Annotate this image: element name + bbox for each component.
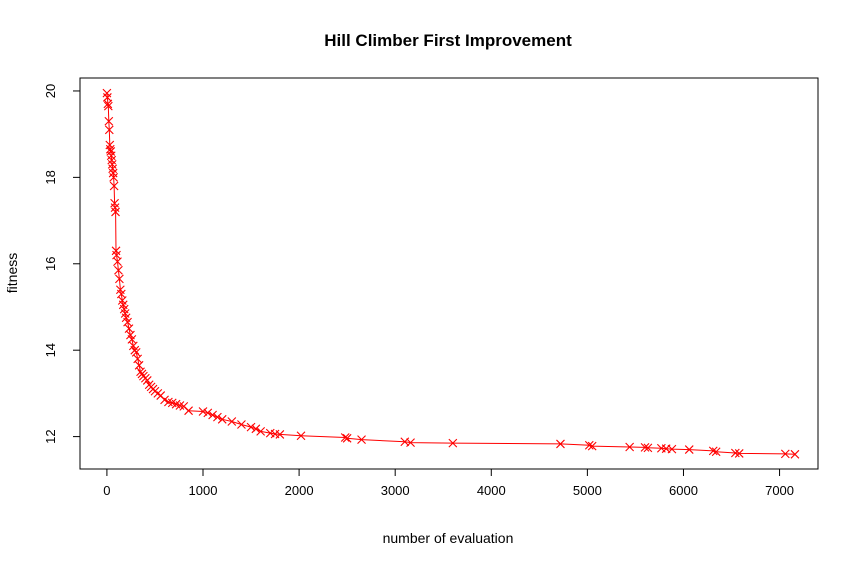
data-point-marker	[584, 440, 594, 450]
data-point-marker	[109, 172, 119, 182]
x-axis: 0 1000 2000 3000 4000 5000 6000 7000	[103, 468, 794, 498]
x-tick-label: 7000	[765, 483, 794, 498]
y-axis-label: fitness	[4, 253, 20, 293]
data-point-marker	[217, 414, 227, 424]
y-tick-label: 16	[43, 257, 58, 271]
data-point-marker	[113, 257, 122, 267]
data-point-marker	[246, 422, 256, 432]
data-point-marker	[734, 449, 744, 458]
x-tick-label: 0	[103, 483, 110, 498]
data-point-marker	[406, 438, 415, 448]
data-point-marker	[780, 449, 790, 459]
data-point-marker	[184, 406, 193, 416]
data-point-marker	[340, 433, 350, 442]
series-line	[106, 93, 795, 455]
x-tick-label: 2000	[285, 483, 314, 498]
data-point-marker	[357, 435, 366, 445]
data-point-marker	[237, 420, 246, 429]
data-point-marker	[111, 207, 120, 217]
x-tick-label: 4000	[477, 483, 506, 498]
data-point-marker	[587, 441, 597, 451]
data-point-marker	[103, 99, 113, 109]
data-point-marker	[342, 433, 352, 443]
data-point-marker	[708, 446, 718, 456]
data-point-marker	[275, 430, 285, 439]
data-point-marker	[103, 101, 113, 111]
data-point-marker	[643, 443, 653, 453]
data-point-marker	[115, 274, 124, 284]
data-point-marker	[142, 376, 152, 385]
data-point-marker	[448, 438, 458, 448]
data-point-marker	[104, 125, 114, 135]
x-tick-label: 3000	[381, 483, 410, 498]
data-point-marker	[296, 431, 306, 441]
data-point-marker	[730, 448, 740, 458]
data-point-marker	[625, 442, 635, 452]
data-point-marker	[203, 408, 213, 418]
data-point-marker	[109, 181, 119, 191]
data-point-marker	[556, 439, 565, 449]
data-point-marker	[256, 427, 266, 436]
data-point-marker	[208, 410, 217, 420]
data-point-marker	[640, 443, 650, 452]
y-axis: 12 14 16 18 20	[43, 84, 81, 444]
y-tick-label: 14	[43, 343, 58, 357]
x-tick-label: 5000	[573, 483, 602, 498]
data-point-marker	[213, 412, 222, 422]
x-tick-label: 1000	[189, 483, 218, 498]
data-point-marker	[114, 265, 123, 275]
data-point-marker	[227, 417, 237, 426]
chart-title: Hill Climber First Improvement	[324, 31, 572, 50]
y-tick-label: 12	[43, 429, 58, 443]
data-point-marker	[104, 116, 114, 126]
data-point-marker	[667, 444, 677, 454]
y-tick-label: 20	[43, 84, 58, 98]
data-point-marker	[711, 447, 721, 457]
x-tick-label: 6000	[669, 483, 698, 498]
x-axis-label: number of evaluation	[383, 530, 514, 546]
data-point-marker	[790, 449, 800, 459]
y-tick-label: 18	[43, 170, 58, 184]
data-point-marker	[251, 424, 261, 434]
data-point-marker	[684, 445, 694, 454]
fitness-series	[102, 88, 800, 459]
